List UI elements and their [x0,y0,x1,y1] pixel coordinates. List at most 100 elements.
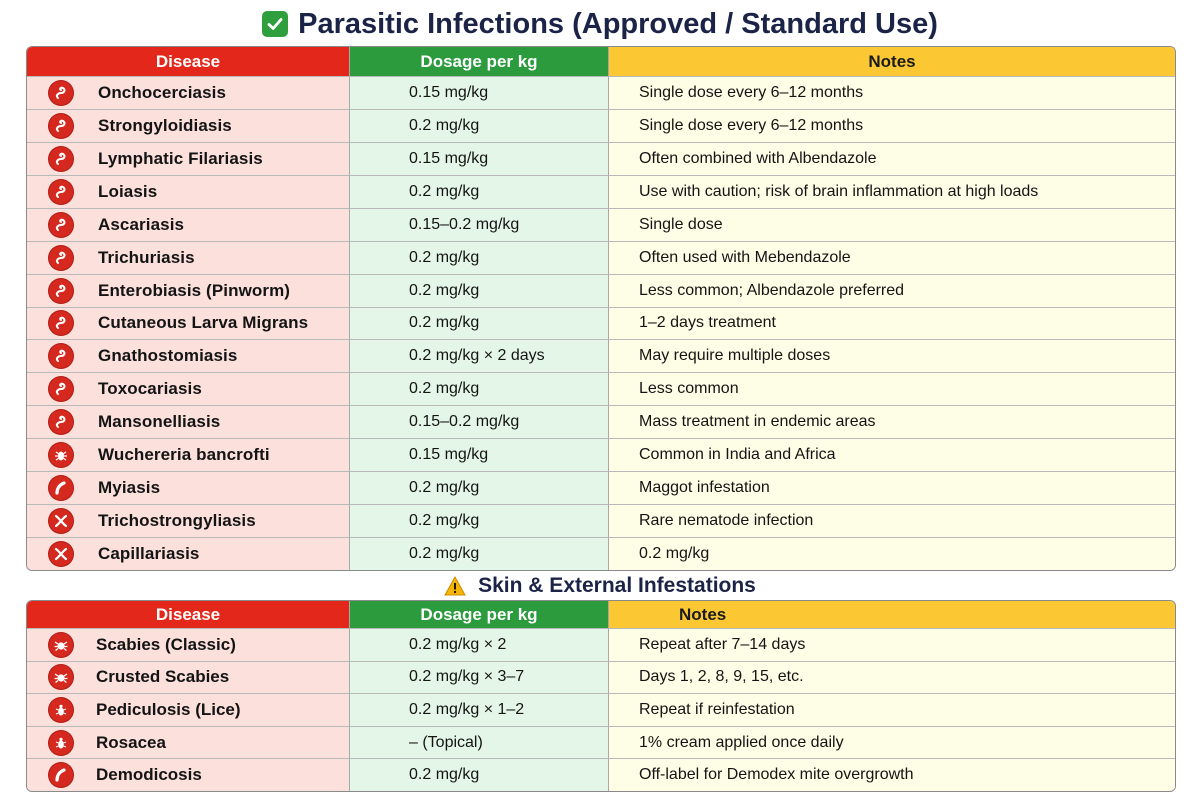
disease-cell: Crusted Scabies [27,660,350,694]
table-row: Ascariasis 0.15–0.2 mg/kg Single dose [27,207,1175,241]
table-row: Scabies (Classic) 0.2 mg/kg × 2 Repeat aft… [27,628,1175,661]
table-row: Gnathostomiasis 0.2 mg/kg × 2 days May req… [27,339,1175,373]
notes-cell: Often used with Mebendazole [609,240,1175,274]
disease-cell: Demodicosis [27,758,350,791]
disease-name: Trichostrongyliasis [98,511,256,531]
section-subtitle: Skin & External Infestations [0,572,1200,600]
table-row: Myiasis 0.2 mg/kg Maggot infestation [27,471,1175,505]
notes-cell: Use with caution; risk of brain inflamma… [609,174,1175,208]
bug-icon [49,443,73,468]
mite-icon [49,665,73,690]
dosage-cell: 0.15 mg/kg [350,141,609,175]
header-dosage: Dosage per kg [350,601,609,628]
worm-icon [49,146,73,171]
disease-cell: Wuchereria bancrofti [27,438,350,472]
dosage-cell: 0.2 mg/kg [350,108,609,142]
dosage-cell: 0.2 mg/kg [350,372,609,406]
disease-name: Trichuriasis [98,247,195,267]
disease-name: Pediculosis (Lice) [96,699,241,719]
disease-name: Myiasis [98,478,161,498]
table-row: Mansonelliasis 0.15–0.2 mg/kg Mass treatme… [27,405,1175,439]
larva-icon [49,476,73,501]
notes-cell: Less common [609,372,1175,406]
disease-cell: Ascariasis [27,207,350,241]
table-row: Crusted Scabies 0.2 mg/kg × 3–7 Days 1, 2,… [27,660,1175,694]
dosage-cell: 0.15–0.2 mg/kg [350,405,609,439]
disease-name: Toxocariasis [98,379,202,399]
disease-name: Gnathostomiasis [98,346,238,366]
table-row: Demodicosis 0.2 mg/kg Off-label for Demode… [27,758,1175,791]
skin-infestations-table: Disease Dosage per kg Notes Scabies (Cla… [26,600,1176,792]
disease-cell: Toxocariasis [27,372,350,406]
notes-cell: 1–2 days treatment [609,306,1175,340]
worm-icon [49,278,73,303]
table-row: Cutaneous Larva Migrans 0.2 mg/kg 1–2 days… [27,306,1175,340]
disease-name: Cutaneous Larva Migrans [98,313,309,333]
notes-cell: Repeat after 7–14 days [609,628,1175,661]
disease-name: Crusted Scabies [96,667,230,687]
table-row: Wuchereria bancrofti 0.15 mg/kg Common in … [27,438,1175,472]
dosage-cell: 0.2 mg/kg [350,240,609,274]
disease-cell: Lymphatic Filariasis [27,141,350,175]
table-row: Enterobiasis (Pinworm) 0.2 mg/kg Less comm… [27,273,1175,307]
dosage-cell: 0.2 mg/kg [350,537,609,570]
disease-cell: Scabies (Classic) [27,628,350,661]
worm-icon [49,377,73,402]
table-row: Trichostrongyliasis 0.2 mg/kg Rare nematod… [27,504,1175,538]
disease-name: Scabies (Classic) [96,634,236,654]
worm-icon [49,245,73,270]
notes-cell: Mass treatment in endemic areas [609,405,1175,439]
cross-worm-icon [49,509,73,534]
header-disease: Disease [27,601,350,628]
table-row: Capillariasis 0.2 mg/kg 0.2 mg/kg [27,537,1175,570]
dosage-cell: 0.2 mg/kg [350,504,609,538]
notes-cell: Repeat if reinfestation [609,693,1175,726]
table-row: Rosacea – (Topical) 1% cream applied once … [27,725,1175,759]
disease-cell: Rosacea [27,725,350,759]
page-title-text: Parasitic Infections (Approved / Standar… [298,7,938,40]
disease-name: Ascariasis [98,214,185,234]
disease-cell: Enterobiasis (Pinworm) [27,273,350,307]
dosage-cell: 0.15 mg/kg [350,76,609,109]
notes-cell: Rare nematode infection [609,504,1175,538]
header-notes: Notes [609,601,1175,628]
dosage-cell: 0.2 mg/kg [350,174,609,208]
disease-name: Wuchereria bancrofti [98,445,270,465]
dosage-cell: 0.2 mg/kg [350,471,609,505]
disease-name: Rosacea [96,732,166,752]
disease-cell: Myiasis [27,471,350,505]
worm-icon [49,410,73,435]
disease-cell: Trichuriasis [27,240,350,274]
notes-cell: Off-label for Demodex mite overgrowth [609,758,1175,791]
dosage-cell: 0.2 mg/kg × 3–7 [350,660,609,694]
disease-name: Enterobiasis (Pinworm) [98,280,291,300]
dosage-cell: 0.2 mg/kg [350,306,609,340]
dosage-cell: 0.2 mg/kg × 1–2 [350,693,609,726]
disease-name: Strongyloidiasis [98,115,232,135]
table-row: Trichuriasis 0.2 mg/kg Often used with Meb… [27,240,1175,274]
notes-cell: 1% cream applied once daily [609,725,1175,759]
notes-cell: Often combined with Albendazole [609,141,1175,175]
notes-cell: Less common; Albendazole preferred [609,273,1175,307]
notes-cell: Common in India and Africa [609,438,1175,472]
disease-cell: Mansonelliasis [27,405,350,439]
page-title: Parasitic Infections (Approved / Standar… [0,4,1200,44]
disease-name: Mansonelliasis [98,412,221,432]
check-icon [262,11,289,37]
disease-name: Lymphatic Filariasis [98,148,263,168]
table-row: Strongyloidiasis 0.2 mg/kg Single dose eve… [27,108,1175,142]
notes-cell: May require multiple doses [609,339,1175,373]
dosage-cell: – (Topical) [350,725,609,759]
table-row: Onchocerciasis 0.15 mg/kg Single dose ever… [27,76,1175,109]
disease-name: Demodicosis [96,765,202,785]
dosage-cell: 0.2 mg/kg [350,758,609,791]
table-header-row: Disease Dosage per kg Notes [27,601,1175,628]
header-notes: Notes [609,47,1175,76]
disease-name: Loiasis [98,181,158,201]
disease-name: Onchocerciasis [98,82,227,102]
notes-cell: 0.2 mg/kg [609,537,1175,570]
disease-cell: Strongyloidiasis [27,108,350,142]
worm-icon [49,80,73,105]
disease-cell: Loiasis [27,174,350,208]
disease-cell: Trichostrongyliasis [27,504,350,538]
